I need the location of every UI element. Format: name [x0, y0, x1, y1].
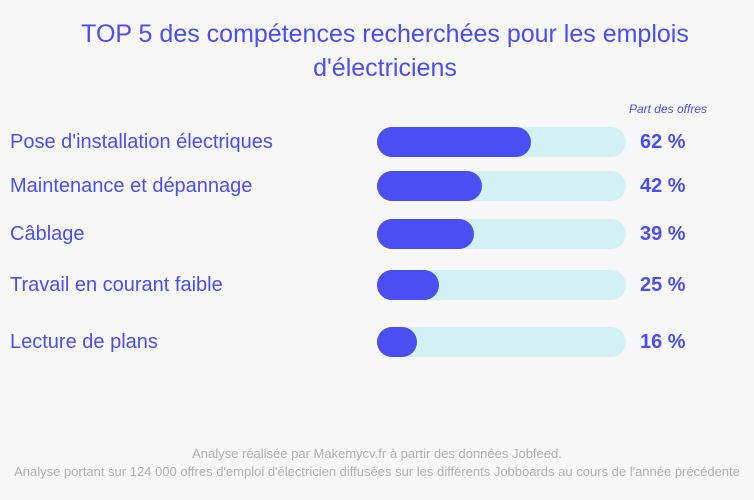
bar-track	[377, 171, 626, 201]
bar-row: Lecture de plans 16 %	[0, 327, 754, 357]
value-label: 16 %	[640, 331, 686, 353]
category-label: Pose d'installation électriques	[10, 131, 273, 153]
chart-title: TOP 5 des compétences recherchées pour l…	[81, 20, 689, 82]
category-label: Câblage	[10, 223, 85, 245]
category-label: Lecture de plans	[10, 331, 158, 353]
category-label: Maintenance et dépannage	[10, 175, 253, 197]
footer-note: Analyse portant sur 124 000 offres d'emp…	[14, 464, 740, 479]
footer-source: Analyse réalisée par Makemycv.fr à parti…	[192, 446, 562, 461]
bar-row: Maintenance et dépannage 42 %	[0, 171, 754, 201]
bar	[377, 219, 474, 249]
bar	[377, 171, 482, 201]
bar	[377, 327, 417, 357]
bar-row: Câblage 39 %	[0, 219, 754, 249]
category-label: Travail en courant faible	[10, 274, 223, 296]
bar-track	[377, 270, 626, 300]
value-label: 25 %	[640, 274, 686, 296]
bar-row: Travail en courant faible 25 %	[0, 270, 754, 300]
bar-row: Pose d'installation électriques 62 %	[0, 127, 754, 157]
bar-track	[377, 327, 626, 357]
bar-track	[377, 127, 626, 157]
bar	[377, 127, 531, 157]
column-header: Part des offres	[628, 102, 707, 116]
value-label: 42 %	[640, 175, 686, 197]
bar-track	[377, 219, 626, 249]
value-label: 39 %	[640, 223, 686, 245]
value-label: 62 %	[640, 131, 686, 153]
bar	[377, 270, 439, 300]
